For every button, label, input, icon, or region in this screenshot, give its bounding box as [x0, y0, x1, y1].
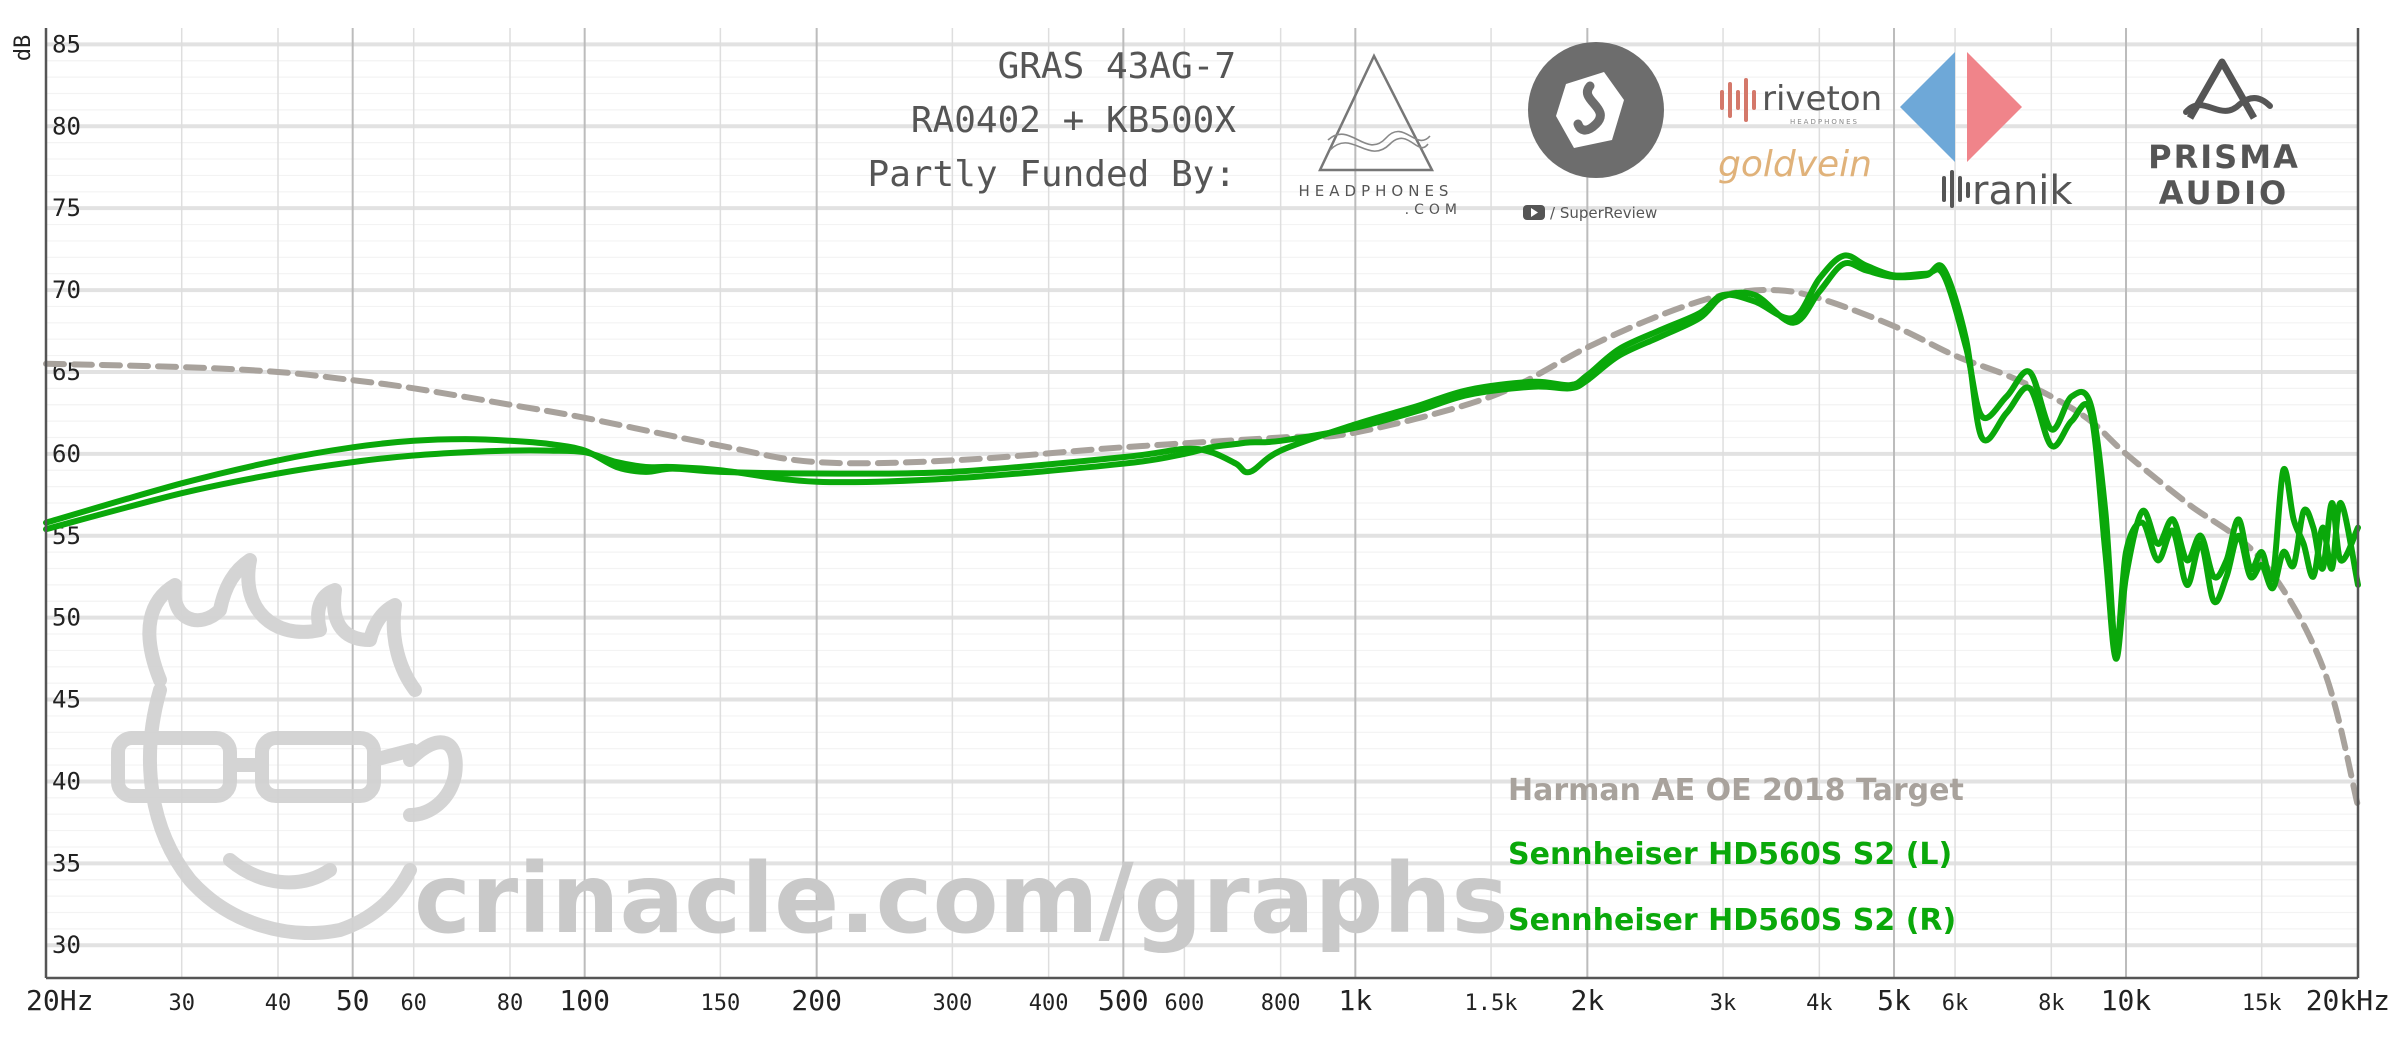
x-tick-label: 50 — [336, 984, 370, 1017]
legend-entry-right: Sennheiser HD560S S2 (R) — [1508, 903, 1956, 938]
riveton-text: riveton — [1762, 79, 1882, 119]
x-tick-label: 400 — [1029, 991, 1069, 1016]
x-tick-label: 10k — [2101, 984, 2152, 1017]
x-tick-label: 4k — [1806, 991, 1833, 1016]
headphones-com-logo: HEADPHONES .COM — [1299, 53, 1462, 218]
x-tick-label: 30 — [168, 991, 195, 1016]
rig-line-1: GRAS 43AG-7 — [998, 46, 1236, 87]
y-axis-label: dB — [11, 35, 36, 62]
y-tick-label: 30 — [52, 931, 81, 959]
x-tick-label: 60 — [400, 991, 427, 1016]
x-tick-label: 20Hz — [26, 984, 93, 1017]
x-tick-label: 200 — [791, 984, 842, 1017]
legend-entry-left: Sennheiser HD560S S2 (L) — [1508, 837, 1952, 872]
x-tick-label: 100 — [559, 984, 610, 1017]
x-tick-label: 80 — [497, 991, 524, 1016]
x-tick-label: 800 — [1261, 991, 1301, 1016]
legend-entry-target: Harman AE OE 2018 Target — [1508, 773, 1964, 808]
y-tick-label: 45 — [52, 686, 81, 714]
x-tick-label: 40 — [265, 991, 292, 1016]
prisma-audio-logo: PRISMA AUDIO — [2148, 58, 2300, 212]
x-tick-label: 15k — [2242, 991, 2282, 1016]
y-tick-label: 50 — [52, 604, 81, 632]
x-tick-label: 5k — [1877, 984, 1911, 1017]
headphones-com-text: HEADPHONES — [1299, 182, 1454, 200]
x-tick-label: 500 — [1098, 984, 1149, 1017]
goldvein-text: goldvein — [1718, 144, 1872, 185]
ranik-text: ranik — [1972, 168, 2073, 214]
riveton-logo: riveton HEADPHONES — [1720, 78, 1882, 126]
series-group — [43, 252, 2361, 809]
prisma-text: PRISMA — [2148, 138, 2300, 176]
y-tick-label: 70 — [52, 276, 81, 304]
x-tick-label: 8k — [2038, 991, 2065, 1016]
x-tick-label: 6k — [1942, 991, 1969, 1016]
x-tick-label: 300 — [932, 991, 972, 1016]
x-tick-label: 1k — [1338, 984, 1372, 1017]
watermark-url: crinacle.com/graphs — [414, 843, 1509, 955]
headphones-com-suffix: .COM — [1405, 202, 1462, 218]
riveton-subtext: HEADPHONES — [1790, 118, 1859, 126]
y-tick-label: 75 — [52, 194, 81, 222]
x-tick-label: 1.5k — [1465, 991, 1518, 1016]
rig-line-2: RA0402 + KB500X — [911, 100, 1236, 141]
x-tick-label: 600 — [1164, 991, 1204, 1016]
goldvein-logo: goldvein — [1718, 144, 1872, 185]
x-tick-label: 20kHz — [2306, 984, 2390, 1017]
audio-text: AUDIO — [2159, 174, 2289, 212]
funded-by-label: Partly Funded By: — [868, 154, 1236, 195]
y-tick-label: 35 — [52, 849, 81, 877]
x-tick-label: 3k — [1710, 991, 1737, 1016]
x-tick-label: 2k — [1570, 984, 1604, 1017]
y-tick-label: 80 — [52, 112, 81, 140]
series-line-right — [43, 260, 2361, 662]
legend: Harman AE OE 2018 Target Sennheiser HD56… — [1508, 773, 1964, 938]
sonarworks-ranik-logo: ranik — [1900, 52, 2073, 214]
crinacle-mascot-watermark — [111, 553, 463, 940]
superreview-logo: / SuperReview — [1523, 42, 1664, 222]
superreview-text: / SuperReview — [1550, 204, 1657, 222]
x-tick-label: 150 — [701, 991, 741, 1016]
y-tick-label: 40 — [52, 767, 81, 795]
y-tick-label: 60 — [52, 440, 81, 468]
y-tick-label: 85 — [52, 30, 81, 58]
